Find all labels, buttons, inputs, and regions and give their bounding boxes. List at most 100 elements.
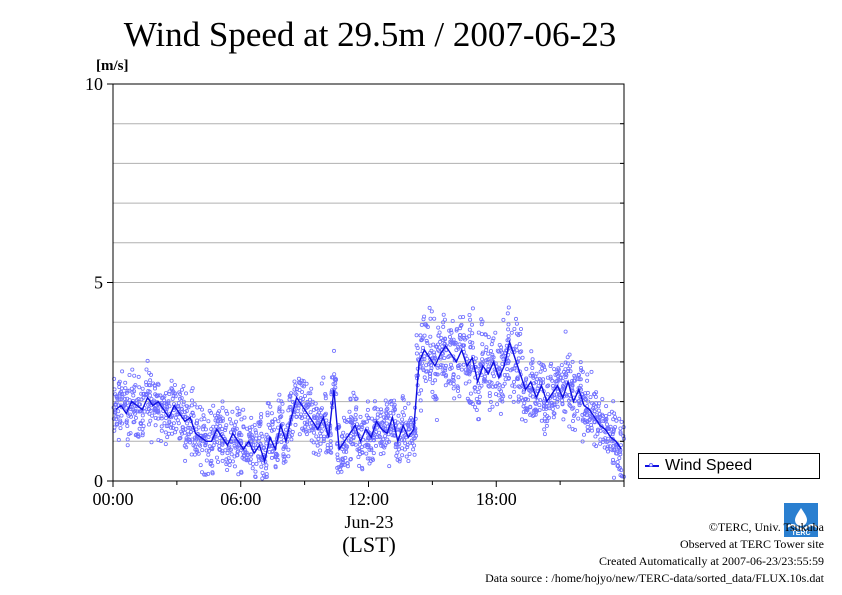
data-point <box>454 328 459 333</box>
data-point <box>469 322 474 327</box>
data-point <box>360 467 365 472</box>
data-point <box>137 409 142 414</box>
data-point <box>156 416 161 421</box>
data-point <box>586 399 591 404</box>
data-point <box>225 451 230 456</box>
data-point <box>458 337 463 342</box>
data-point <box>367 456 372 461</box>
data-point <box>125 437 130 442</box>
data-point <box>296 376 301 381</box>
data-point <box>595 431 600 436</box>
data-point <box>178 435 183 440</box>
data-point <box>371 438 376 443</box>
data-point <box>405 422 410 427</box>
data-point <box>204 458 209 463</box>
data-point <box>237 409 242 414</box>
data-point <box>592 409 597 414</box>
data-point <box>532 408 537 413</box>
data-point <box>159 428 164 433</box>
data-point <box>159 416 164 421</box>
data-point <box>253 469 258 474</box>
data-point <box>449 338 454 343</box>
data-point <box>140 433 145 438</box>
data-point <box>345 444 350 449</box>
data-point <box>433 378 438 383</box>
data-point <box>319 406 324 411</box>
data-point <box>250 461 255 466</box>
data-point <box>331 375 336 380</box>
data-point <box>324 418 329 423</box>
data-point <box>613 425 618 430</box>
data-point <box>480 357 485 362</box>
data-point <box>322 434 327 439</box>
data-point <box>456 346 461 351</box>
data-point <box>423 378 428 383</box>
data-point <box>395 444 400 449</box>
data-point <box>619 419 624 424</box>
data-point <box>220 399 225 404</box>
data-point <box>477 385 482 390</box>
data-point <box>115 414 120 419</box>
data-point <box>397 457 402 462</box>
data-point <box>318 448 323 453</box>
data-point <box>401 413 406 418</box>
data-point <box>512 379 517 384</box>
data-point <box>441 324 446 329</box>
data-point <box>511 399 516 404</box>
data-point <box>413 429 418 434</box>
data-point <box>488 399 493 404</box>
data-point <box>535 377 540 382</box>
data-point <box>522 401 527 406</box>
data-point <box>311 430 316 435</box>
data-point <box>592 442 597 447</box>
data-point <box>537 403 542 408</box>
data-point <box>548 363 553 368</box>
data-point <box>189 398 194 403</box>
data-point <box>425 324 430 329</box>
data-point <box>514 321 519 326</box>
data-point <box>210 471 215 476</box>
data-point <box>530 365 535 370</box>
data-point <box>264 463 269 468</box>
data-point <box>299 389 304 394</box>
data-point <box>137 385 142 390</box>
data-point <box>181 384 186 389</box>
data-point <box>618 426 623 431</box>
data-point <box>386 432 391 437</box>
data-point <box>147 393 152 398</box>
data-point <box>303 424 308 429</box>
data-point <box>420 366 425 371</box>
data-point <box>132 373 137 378</box>
data-point <box>111 405 116 410</box>
data-point <box>223 425 228 430</box>
data-point <box>166 423 171 428</box>
data-point <box>189 452 194 457</box>
data-point <box>195 432 200 437</box>
data-point <box>212 440 217 445</box>
data-point <box>148 408 153 413</box>
data-point <box>457 363 462 368</box>
data-point <box>391 433 396 438</box>
data-point <box>530 357 535 362</box>
data-point <box>162 421 167 426</box>
data-point <box>293 383 298 388</box>
data-point <box>182 443 187 448</box>
data-point <box>605 422 610 427</box>
data-point <box>241 453 246 458</box>
data-point <box>268 404 273 409</box>
data-point <box>162 394 167 399</box>
data-point <box>133 383 138 388</box>
data-point <box>298 381 303 386</box>
data-point <box>404 454 409 459</box>
data-point <box>405 422 410 427</box>
data-point <box>153 415 158 420</box>
data-point <box>487 407 492 412</box>
data-point <box>220 458 225 463</box>
data-point <box>555 404 560 409</box>
data-point <box>258 422 263 427</box>
data-point <box>373 443 378 448</box>
data-point <box>311 450 316 455</box>
data-point <box>356 454 361 459</box>
data-point <box>517 341 522 346</box>
data-point <box>293 422 298 427</box>
